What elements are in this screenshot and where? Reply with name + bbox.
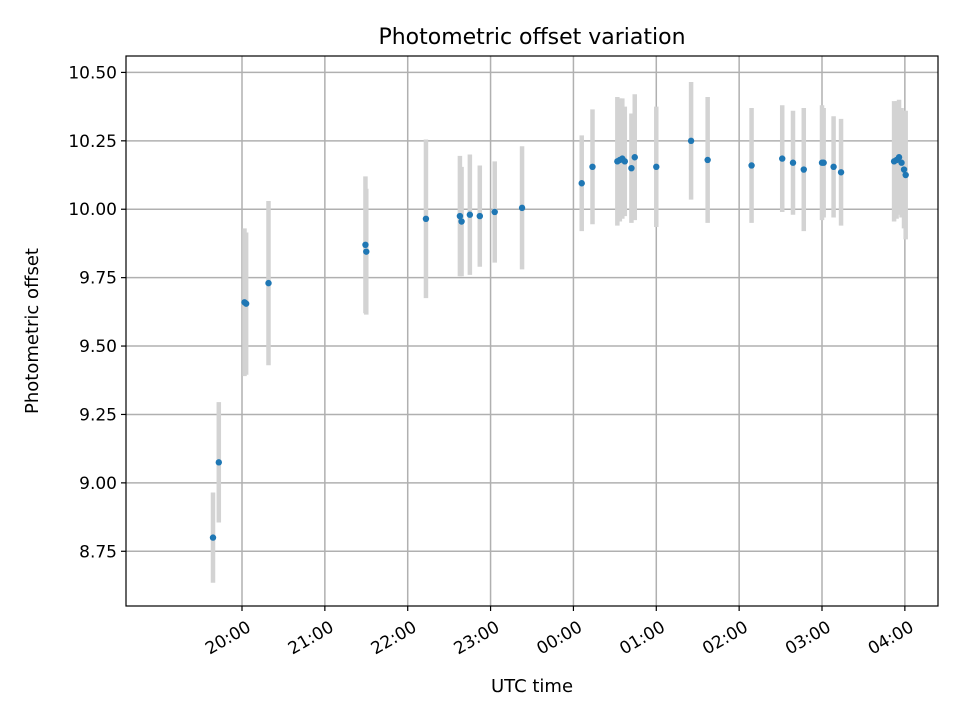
data-point	[800, 166, 807, 173]
data-point	[476, 212, 483, 220]
data-point	[779, 155, 786, 162]
data-point	[789, 159, 797, 166]
data-point	[830, 163, 837, 171]
y-tick-label: 8.75	[79, 542, 117, 562]
data-point	[687, 137, 695, 145]
data-point	[362, 241, 369, 249]
data-point	[456, 212, 464, 220]
data-point	[466, 211, 474, 218]
y-tick-label: 9.75	[79, 269, 117, 289]
y-tick-label: 9.25	[79, 405, 117, 425]
data-point	[621, 158, 628, 165]
data-point	[265, 279, 272, 287]
y-tick-label: 9.00	[79, 474, 117, 494]
y-tick-label: 10.50	[68, 63, 117, 83]
data-point	[422, 215, 430, 223]
data-point	[209, 534, 217, 541]
y-axis-ticks: 8.75 9.00 9.25 9.50 9.75 10.00 10.25 10.50	[68, 63, 126, 562]
y-axis-label: Photometric offset	[22, 248, 43, 414]
data-point	[363, 248, 370, 255]
data-point	[518, 204, 526, 212]
data-point	[898, 159, 905, 166]
data-point	[653, 163, 660, 171]
data-point	[900, 166, 908, 173]
data-point	[902, 171, 909, 179]
data-point	[491, 208, 498, 216]
data-point	[628, 164, 635, 172]
data-point	[631, 154, 638, 161]
chart-title: Photometric offset variation	[378, 25, 685, 50]
y-tick-label: 10.25	[68, 132, 117, 152]
y-tick-label: 9.50	[79, 337, 117, 357]
data-point	[242, 300, 250, 307]
data-point	[748, 162, 755, 169]
data-points	[209, 137, 909, 541]
y-tick-label: 10.00	[68, 200, 117, 220]
data-point	[578, 180, 585, 187]
plot-frame	[125, 55, 939, 607]
data-point	[458, 218, 465, 225]
data-point	[589, 163, 596, 171]
x-axis-label: UTC time	[491, 676, 573, 697]
data-point	[895, 154, 903, 161]
data-point	[215, 459, 222, 466]
data-point	[837, 169, 845, 176]
data-point	[820, 159, 827, 166]
data-point	[704, 156, 711, 164]
